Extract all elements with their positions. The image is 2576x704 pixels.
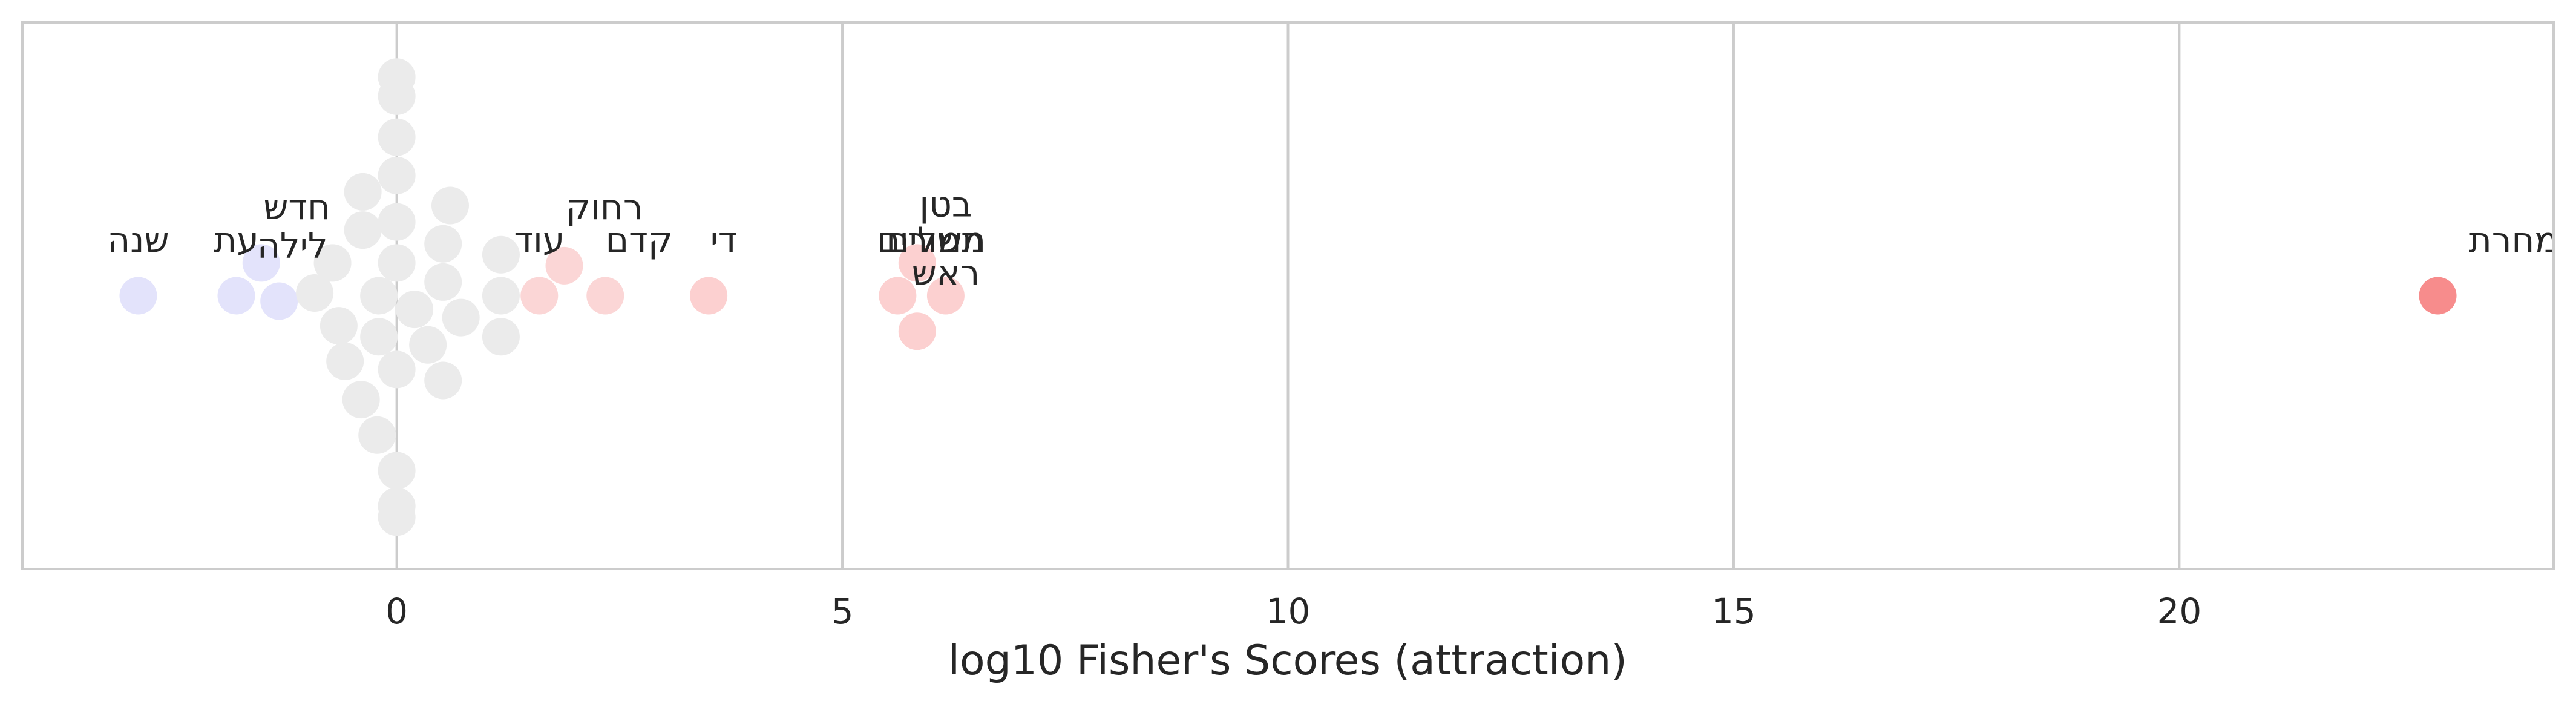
data-point-41 — [898, 312, 936, 350]
data-point-19 — [378, 58, 416, 96]
data-point-29 — [431, 186, 469, 225]
data-point-16 — [378, 156, 416, 194]
data-point-42 — [2419, 277, 2457, 315]
point-label-2: לילה — [257, 225, 328, 266]
x-tick-label-0: 0 — [385, 591, 408, 632]
data-point-14 — [378, 244, 416, 282]
data-point-37 — [690, 277, 728, 315]
data-point-27 — [424, 263, 462, 301]
data-point-3 — [242, 244, 280, 282]
data-point-6 — [320, 307, 358, 345]
point-label-41: ראש — [912, 252, 980, 293]
data-point-26 — [424, 225, 462, 263]
data-point-32 — [482, 277, 520, 315]
point-label-3: חדש — [263, 186, 330, 228]
data-point-17 — [378, 118, 416, 156]
data-point-1 — [217, 277, 255, 315]
data-point-38 — [879, 277, 917, 315]
data-point-13 — [360, 318, 398, 356]
x-tick-label-10: 10 — [1266, 591, 1311, 632]
point-label-36: קדם — [606, 219, 673, 260]
data-point-0 — [119, 277, 157, 315]
data-point-5 — [313, 244, 352, 282]
data-point-33 — [482, 318, 520, 356]
x-tick-label-20: 20 — [2157, 591, 2201, 632]
data-point-35 — [545, 246, 583, 285]
x-tick-label-15: 15 — [1711, 591, 1756, 632]
x-tick-label-5: 5 — [831, 591, 854, 632]
data-point-31 — [482, 235, 520, 274]
x-axis-title: log10 Fisher's Scores (attraction) — [948, 637, 1627, 685]
data-point-28 — [424, 361, 462, 400]
point-label-35: רחוק — [566, 186, 643, 228]
data-point-23 — [378, 498, 416, 536]
data-point-24 — [396, 291, 434, 329]
data-point-34 — [520, 277, 559, 315]
point-label-42: מחרת — [2469, 219, 2558, 260]
data-point-25 — [409, 326, 447, 364]
data-point-15 — [378, 203, 416, 241]
point-label-39: בטן — [919, 184, 972, 225]
data-point-20 — [378, 350, 416, 389]
data-point-2 — [260, 282, 298, 320]
data-point-10 — [344, 173, 382, 211]
point-label-34: עוד — [514, 219, 565, 260]
data-point-39 — [898, 244, 936, 282]
point-label-0: שנה — [107, 219, 169, 260]
data-point-21 — [378, 452, 416, 490]
data-point-40 — [926, 277, 965, 315]
point-label-38: משלים — [886, 219, 986, 260]
data-point-30 — [442, 298, 480, 337]
data-point-4 — [296, 274, 334, 312]
data-points — [119, 58, 2457, 536]
data-point-7 — [326, 342, 364, 380]
plot-frame — [21, 21, 2555, 570]
data-point-8 — [342, 381, 380, 419]
data-point-9 — [344, 211, 382, 249]
x-tick-labels: 0 5 10 15 20 — [385, 591, 2201, 632]
point-label-40: תמורים — [877, 219, 985, 260]
data-point-36 — [586, 277, 624, 315]
point-label-1: עת — [214, 219, 258, 260]
point-label-37: די — [710, 219, 738, 260]
data-point-11 — [358, 416, 396, 454]
data-point-12 — [360, 277, 398, 315]
